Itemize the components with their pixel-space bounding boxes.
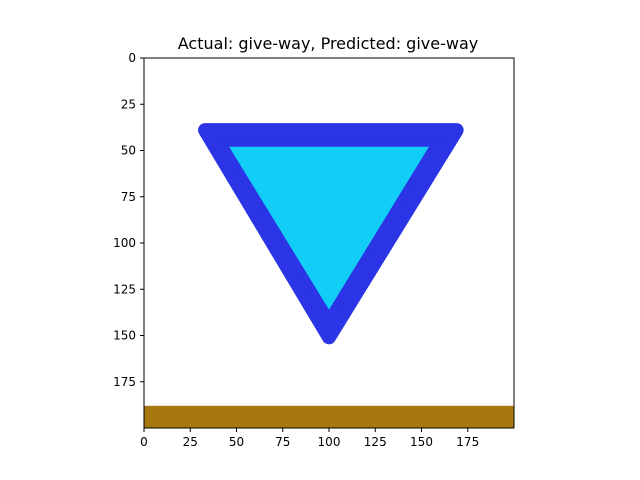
x-tick-label: 125: [364, 435, 387, 449]
y-tick-label: 25: [121, 97, 136, 111]
y-tick-label: 125: [113, 282, 136, 296]
sign-inner-triangle: [229, 146, 429, 310]
image-content: [144, 123, 514, 428]
y-tick-label: 150: [113, 329, 136, 343]
chart-title: Actual: give-way, Predicted: give-way: [178, 34, 478, 53]
x-tick-label: 0: [140, 435, 148, 449]
y-tick-label: 100: [113, 236, 136, 250]
y-tick-label: 0: [128, 51, 136, 65]
y-tick-label: 50: [121, 144, 136, 158]
y-tick-label: 175: [113, 375, 136, 389]
x-tick-label: 75: [275, 435, 290, 449]
x-tick-label: 175: [456, 435, 479, 449]
y-tick-label: 75: [121, 190, 136, 204]
x-tick-label: 25: [183, 435, 198, 449]
plot-area: [143, 57, 515, 429]
y-axis: 0 25 50 75 100 125 150 175: [113, 51, 144, 389]
x-tick-label: 50: [229, 435, 244, 449]
x-tick-label: 150: [410, 435, 433, 449]
bottom-band: [144, 405, 514, 428]
x-axis: 0 25 50 75 100 125 150 175: [140, 428, 479, 449]
x-tick-label: 100: [318, 435, 341, 449]
